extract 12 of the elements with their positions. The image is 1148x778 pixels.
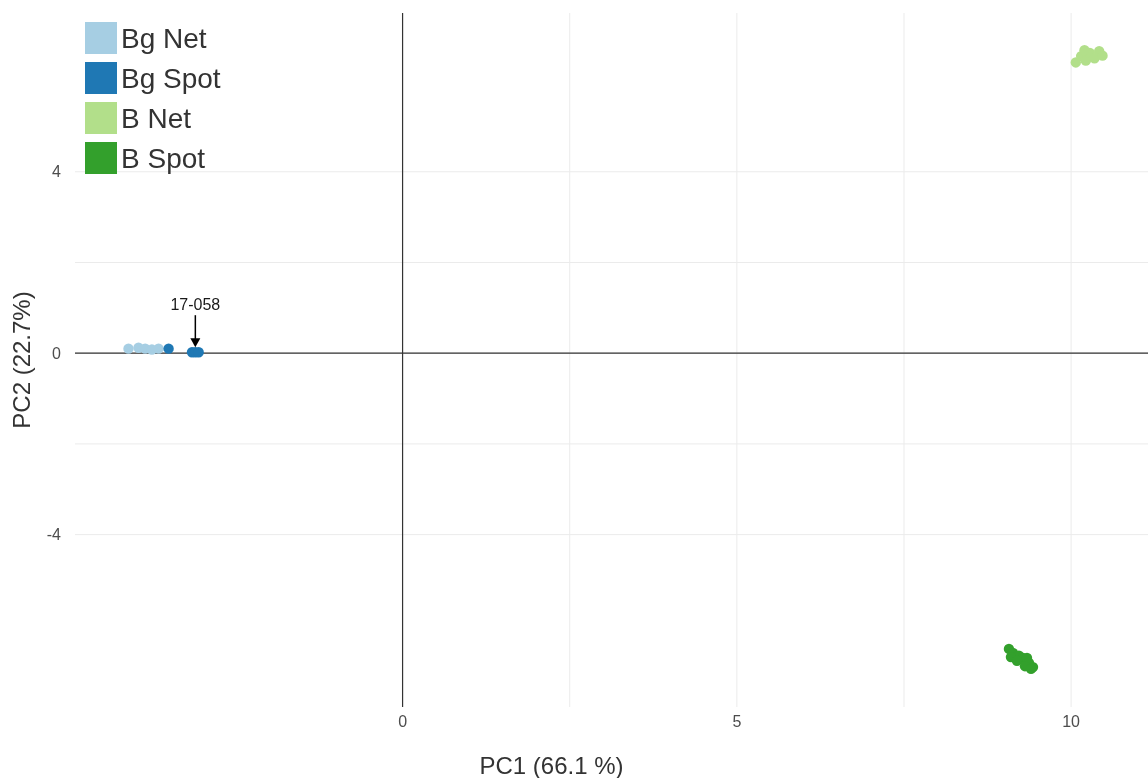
y-tick-label: 4 (52, 163, 62, 181)
y-tick-label: -4 (46, 526, 62, 544)
legend-label: B Net (121, 102, 192, 134)
x-tick-label: 10 (1062, 713, 1081, 730)
legend-label: Bg Net (121, 22, 207, 54)
y-tick-label: 0 (52, 344, 62, 362)
legend-label: B Spot (121, 142, 206, 174)
annotation: 17-058 (170, 296, 221, 314)
x-tick-label: 5 (732, 713, 742, 730)
x-tick-label: 0 (398, 713, 408, 730)
legend-label: Bg Spot (121, 62, 221, 94)
y-axis-title: PC2 (22.7%) (8, 291, 35, 429)
